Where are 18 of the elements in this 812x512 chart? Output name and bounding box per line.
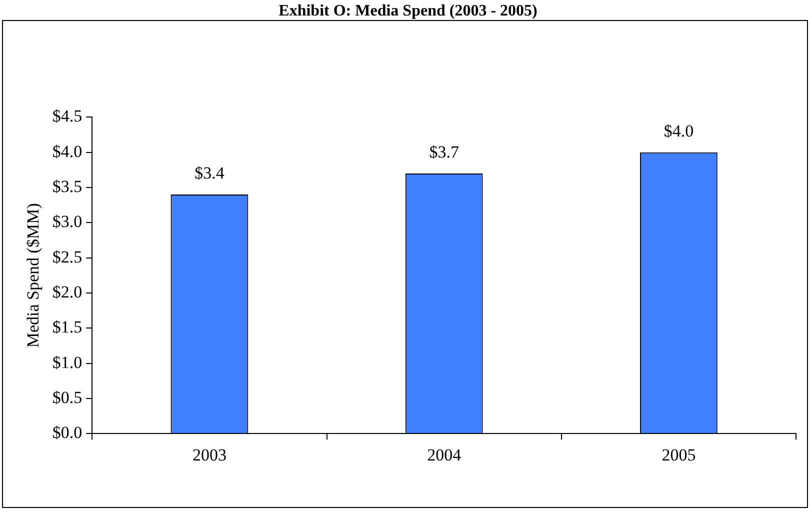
- y-tick-label: $2.5: [52, 247, 82, 266]
- y-tick-label: $0.5: [52, 388, 82, 407]
- chart-title: Exhibit O: Media Spend (2003 - 2005): [278, 2, 538, 20]
- x-tick-label: 2004: [427, 445, 462, 464]
- y-tick-label: $3.0: [52, 212, 82, 232]
- y-tick-label: $4.0: [52, 142, 82, 161]
- y-tick-label: $4.5: [52, 106, 82, 126]
- y-tick-label: $3.5: [52, 176, 82, 196]
- x-tick-label: 2005: [662, 445, 696, 464]
- data-label: $3.7: [429, 142, 460, 162]
- y-tick-label: $2.0: [52, 282, 82, 302]
- data-label: $3.4: [194, 164, 225, 183]
- x-tick-label: 2003: [192, 445, 226, 464]
- y-tick-label: $1.0: [52, 352, 82, 372]
- y-axis-title: Media Spend ($MM): [24, 203, 43, 348]
- y-tick-label: $0.0: [52, 423, 82, 442]
- y-tick-label: $1.5: [52, 318, 82, 337]
- data-label: $4.0: [664, 121, 694, 140]
